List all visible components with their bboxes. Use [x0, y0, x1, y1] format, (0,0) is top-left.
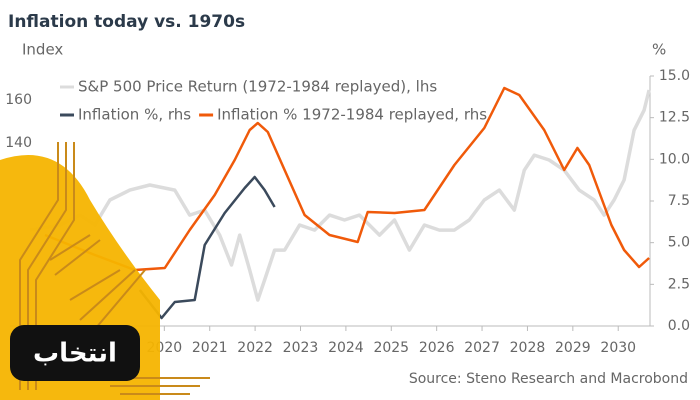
- y2-tick-label: 5.0: [668, 235, 690, 251]
- x-tick-label: 2024: [328, 340, 364, 356]
- watermark-logo: انتخاب: [0, 142, 210, 400]
- x-tick-label: 2021: [192, 340, 228, 356]
- y2-tick-label: 10.0: [659, 151, 690, 167]
- x-tick-label: 2025: [373, 340, 409, 356]
- y2-tick-label: 7.5: [668, 193, 690, 209]
- x-tick-label: 2026: [419, 340, 455, 356]
- y2-tick-label: 0.0: [668, 318, 690, 334]
- logo-text: انتخاب: [33, 339, 117, 369]
- plot-area: 2020 2021 2022 2023 2024 2025 2026 2027 2028 2029…: [5, 68, 690, 356]
- legend-label: Inflation % 1972-1984 replayed, rhs: [217, 106, 487, 124]
- legend-label: S&P 500 Price Return (1972-1984 replayed…: [78, 78, 437, 96]
- y2-tick-label: 2.5: [668, 276, 690, 292]
- x-tick-label: 2027: [464, 340, 500, 356]
- y2-tick-label: 15.0: [659, 68, 690, 84]
- chart-title: Inflation today vs. 1970s: [8, 12, 245, 32]
- legend-label: Inflation %, rhs: [78, 106, 191, 124]
- y-tick-label: 160: [5, 92, 32, 108]
- y2-tick-label: 12.5: [659, 110, 690, 126]
- logo-badge: [10, 325, 140, 381]
- x-tick-label: 2029: [555, 340, 591, 356]
- y-axis-label: Index: [22, 41, 63, 59]
- x-tick-label: 2022: [237, 340, 273, 356]
- x-tick-label: 2023: [283, 340, 319, 356]
- source-note: Source: Steno Research and Macrobond: [409, 371, 688, 387]
- x-tick-label: 2030: [600, 340, 636, 356]
- y2-axis-label: %: [652, 41, 666, 59]
- logo-circuits: [19, 142, 210, 395]
- series-line: [138, 175, 276, 320]
- y-tick-label: 140: [5, 135, 32, 151]
- x-tick-label: 2028: [510, 340, 546, 356]
- series-line: [44, 86, 650, 272]
- series-line: [29, 89, 651, 302]
